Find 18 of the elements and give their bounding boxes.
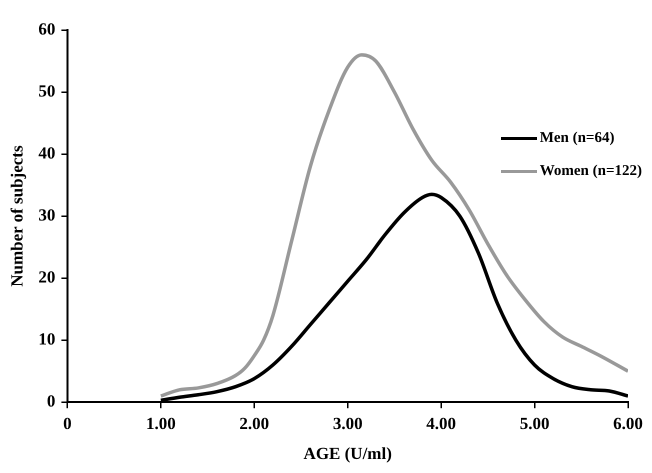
legend-label: Men (n=64) [540,130,614,147]
y-tick-label: 30 [38,205,56,224]
legend-label: Women (n=122) [540,163,642,180]
x-tick-label: 0 [63,414,72,433]
y-tick-label: 40 [38,143,56,162]
x-tick-label: 3.00 [332,414,363,433]
y-tick-label: 10 [38,330,56,349]
x-tick-label: 1.00 [146,414,176,433]
x-tick-label: 5.00 [520,414,550,433]
x-tick-label: 4.00 [426,414,456,433]
y-tick-label: 20 [38,268,56,287]
x-axis-title: AGE (U/ml) [304,444,392,464]
x-tick-label: 2.00 [239,414,270,433]
y-tick-label: 0 [46,392,56,411]
y-tick-label: 50 [38,81,56,100]
y-tick-label: 60 [38,19,56,38]
y-axis-title: Number of subjects [8,145,27,287]
x-tick-label: 6.00 [613,414,643,433]
